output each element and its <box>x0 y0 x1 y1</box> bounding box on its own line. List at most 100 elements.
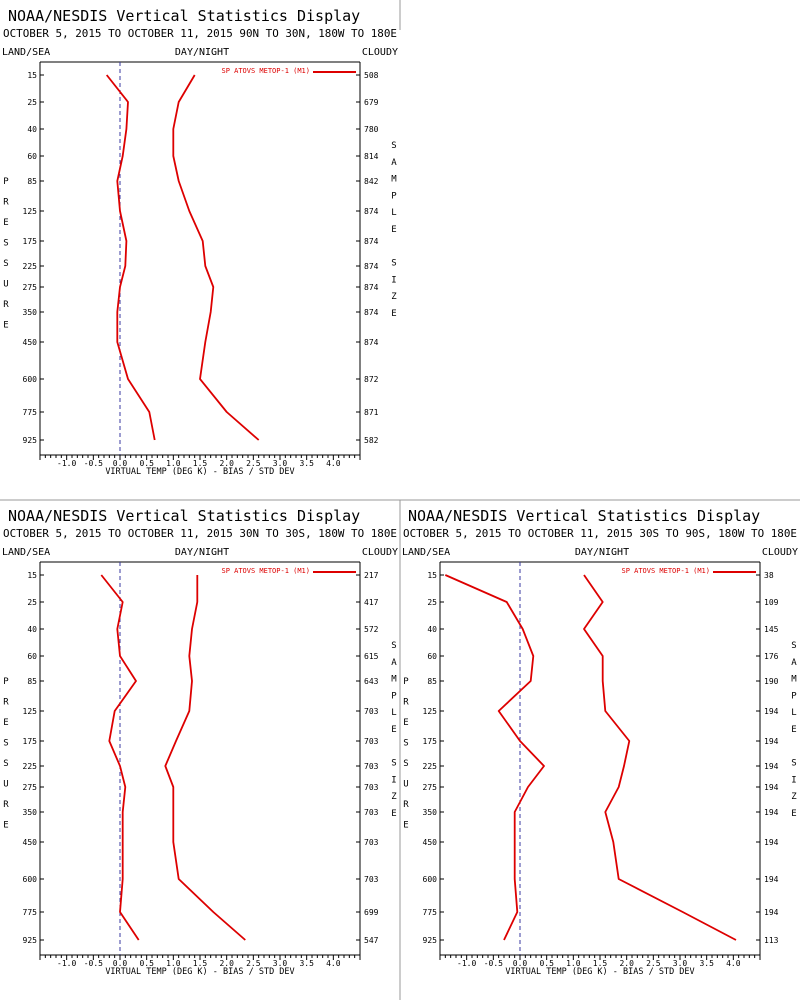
pressure-level-label: 85 <box>27 177 37 186</box>
pressure-level-label: 925 <box>423 936 438 945</box>
sample-size-value: 703 <box>364 737 379 746</box>
sample-size-value: 874 <box>364 338 379 347</box>
pressure-level-label: 125 <box>23 707 38 716</box>
x-tick-label: 1.0 <box>566 959 581 968</box>
x-tick-label: 4.0 <box>326 459 341 468</box>
land-sea-label: LAND/SEA <box>2 547 50 558</box>
cloudy-label: CLOUDY <box>362 47 398 58</box>
y-axis-label-letter: S <box>403 759 408 769</box>
y-axis-label-letter: E <box>3 718 8 728</box>
pressure-level-label: 600 <box>23 375 38 384</box>
pressure-level-label: 40 <box>27 625 37 634</box>
sample-size-label-letter: A <box>791 658 797 668</box>
sample-size-label-letter: I <box>391 275 396 285</box>
x-tick-label: -1.0 <box>457 959 476 968</box>
y-axis-label-letter: U <box>403 780 408 790</box>
sample-size-value: 194 <box>764 808 779 817</box>
sample-size-value: 194 <box>764 875 779 884</box>
sample-size-label-letter: I <box>791 775 796 785</box>
pressure-level-label: 350 <box>423 808 438 817</box>
sample-size-label-letter: Z <box>791 792 797 802</box>
pressure-level-label: 275 <box>423 783 438 792</box>
sample-size-value: 874 <box>364 262 379 271</box>
panel-title: NOAA/NESDIS Vertical Statistics Display <box>8 7 360 25</box>
sample-size-value: 874 <box>364 237 379 246</box>
sample-size-value: 572 <box>364 625 379 634</box>
sample-size-value: 703 <box>364 707 379 716</box>
pressure-level-label: 60 <box>27 152 37 161</box>
x-tick-label: 0.5 <box>139 959 154 968</box>
pressure-level-label: 175 <box>423 737 438 746</box>
sample-size-label-letter: M <box>791 675 797 685</box>
bias-series-line <box>100 574 140 941</box>
sample-size-value: 643 <box>364 677 379 686</box>
x-tick-label: 1.0 <box>166 959 181 968</box>
sample-size-label-letter: P <box>391 191 397 201</box>
sample-size-label-letter: S <box>391 759 396 769</box>
x-tick-label: 3.5 <box>299 959 314 968</box>
pressure-level-label: 15 <box>27 71 37 80</box>
land-sea-label: LAND/SEA <box>2 47 50 58</box>
pressure-level-label: 450 <box>23 338 38 347</box>
pressure-level-label: 40 <box>427 625 437 634</box>
bias-series-line <box>444 574 545 941</box>
day-night-label: DAY/NIGHT <box>175 547 229 558</box>
y-axis-label-letter: E <box>3 218 8 228</box>
sample-size-value: 547 <box>364 936 379 945</box>
sample-size-label-letter: S <box>391 141 396 151</box>
x-tick-label: 0.5 <box>139 459 154 468</box>
pressure-level-label: 85 <box>27 677 37 686</box>
x-tick-label: 0.0 <box>513 959 528 968</box>
y-axis-label-letter: R <box>3 698 9 708</box>
x-tick-label: 1.5 <box>193 459 208 468</box>
pressure-level-label: 25 <box>427 598 437 607</box>
sample-size-value: 679 <box>364 98 379 107</box>
pressure-level-label: 275 <box>23 783 38 792</box>
sample-size-value: 703 <box>364 762 379 771</box>
sample-size-value: 113 <box>764 936 779 945</box>
pressure-level-label: 925 <box>23 436 38 445</box>
sample-size-value: 703 <box>364 783 379 792</box>
sample-size-value: 190 <box>764 677 779 686</box>
sample-size-label-letter: P <box>791 691 797 701</box>
y-axis-label-letter: E <box>403 821 408 831</box>
sample-size-value: 194 <box>764 707 779 716</box>
x-tick-label: 4.0 <box>326 959 341 968</box>
pressure-level-label: 225 <box>23 262 38 271</box>
land-sea-label: LAND/SEA <box>402 547 450 558</box>
sample-size-label-letter: L <box>791 708 796 718</box>
pressure-level-label: 350 <box>23 808 38 817</box>
pressure-level-label: 600 <box>423 875 438 884</box>
sample-size-value: 842 <box>364 177 379 186</box>
sample-size-value: 872 <box>364 375 379 384</box>
x-tick-label: 2.0 <box>619 959 634 968</box>
sample-size-value: 176 <box>764 652 779 661</box>
y-axis-label-letter: E <box>403 718 408 728</box>
x-axis-label: VIRTUAL TEMP (DEG K) - BIAS / STD DEV <box>105 467 294 477</box>
sample-size-value: 194 <box>764 908 779 917</box>
pressure-level-label: 15 <box>427 571 437 580</box>
sample-size-value: 417 <box>364 598 379 607</box>
sample-size-label-letter: I <box>391 775 396 785</box>
panel-subtitle: OCTOBER 5, 2015 TO OCTOBER 11, 2015 30S … <box>403 528 797 540</box>
sample-size-label-letter: E <box>391 809 396 819</box>
sample-size-label-letter: Z <box>391 792 397 802</box>
x-tick-label: 2.5 <box>646 959 661 968</box>
pressure-level-label: 775 <box>23 908 38 917</box>
sample-size-value: 699 <box>364 908 379 917</box>
sample-size-value: 780 <box>364 125 379 134</box>
pressure-level-label: 350 <box>23 308 38 317</box>
x-tick-label: 4.0 <box>726 959 741 968</box>
legend-label: SP ATOVS METOP-1 (M1) <box>621 567 710 575</box>
y-axis-label-letter: S <box>403 739 408 749</box>
y-axis-label-letter: E <box>3 321 8 331</box>
pressure-level-label: 225 <box>23 762 38 771</box>
sample-size-value: 874 <box>364 207 379 216</box>
sample-size-value: 703 <box>364 875 379 884</box>
y-axis-label-letter: R <box>3 300 9 310</box>
sample-size-label-letter: P <box>391 691 397 701</box>
sample-size-label-letter: E <box>391 309 396 319</box>
pressure-level-label: 25 <box>27 598 37 607</box>
y-axis-label-letter: R <box>3 800 9 810</box>
